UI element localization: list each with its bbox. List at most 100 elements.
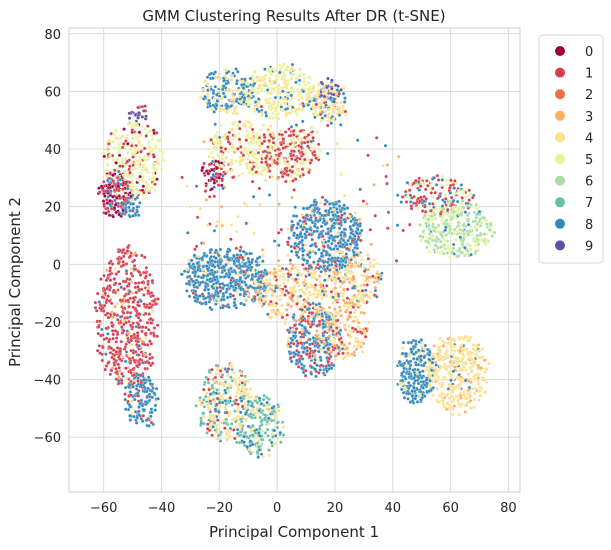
data-point-cluster-0 <box>101 199 106 203</box>
data-point-cluster-5 <box>277 63 282 68</box>
data-point-cluster-4 <box>325 93 329 97</box>
data-point-cluster-8 <box>273 95 278 100</box>
data-point-cluster-1 <box>126 399 130 404</box>
data-point-cluster-3 <box>277 202 281 206</box>
data-point-cluster-8 <box>140 403 145 408</box>
data-point-cluster-5 <box>453 238 458 242</box>
data-point-cluster-4 <box>320 99 324 104</box>
data-point-cluster-8 <box>200 256 205 261</box>
data-point-cluster-1 <box>279 227 284 232</box>
data-point-cluster-4 <box>285 301 290 306</box>
data-point-cluster-4 <box>121 134 125 138</box>
data-point-cluster-8 <box>318 355 323 360</box>
data-point-cluster-1 <box>311 136 315 140</box>
data-point-cluster-5 <box>469 225 473 229</box>
data-point-cluster-8 <box>234 81 239 86</box>
data-point-cluster-8 <box>220 400 225 405</box>
data-point-cluster-1 <box>300 167 305 172</box>
data-point-cluster-1 <box>139 350 144 354</box>
data-point-cluster-1 <box>193 247 197 252</box>
data-point-cluster-4 <box>344 113 348 117</box>
data-point-cluster-8 <box>116 379 121 383</box>
data-point-cluster-4 <box>316 289 321 293</box>
data-point-cluster-1 <box>226 140 231 144</box>
data-point-cluster-8 <box>225 295 230 300</box>
data-point-cluster-4 <box>243 387 248 391</box>
data-point-cluster-6 <box>438 239 443 244</box>
data-point-cluster-4 <box>211 413 215 418</box>
data-point-cluster-4 <box>273 416 277 421</box>
data-point-cluster-5 <box>260 87 264 91</box>
data-point-cluster-1 <box>460 196 464 200</box>
data-point-cluster-1 <box>129 323 133 328</box>
data-point-cluster-8 <box>274 286 278 290</box>
data-point-cluster-1 <box>319 363 324 368</box>
data-point-cluster-4 <box>216 381 220 386</box>
data-point-cluster-8 <box>295 273 300 277</box>
data-point-cluster-1 <box>194 244 199 249</box>
data-point-cluster-4 <box>437 394 442 398</box>
data-point-cluster-6 <box>436 246 440 250</box>
data-point-cluster-1 <box>239 145 243 149</box>
data-point-cluster-8 <box>154 386 159 391</box>
data-point-cluster-4 <box>230 89 235 93</box>
data-point-cluster-6 <box>474 249 478 253</box>
data-point-cluster-4 <box>339 172 343 177</box>
data-point-cluster-4 <box>443 367 448 371</box>
data-point-cluster-8 <box>221 173 225 178</box>
data-point-cluster-4 <box>341 357 345 361</box>
data-point-cluster-1 <box>301 315 305 319</box>
data-point-cluster-8 <box>267 193 272 197</box>
data-point-cluster-1 <box>109 346 113 350</box>
data-point-cluster-4 <box>464 348 469 353</box>
data-point-cluster-8 <box>136 376 140 380</box>
data-point-cluster-4 <box>264 407 269 411</box>
data-point-cluster-4 <box>353 315 358 319</box>
data-point-cluster-4 <box>256 101 261 106</box>
data-point-cluster-4 <box>261 454 265 459</box>
data-point-cluster-8 <box>232 300 237 305</box>
data-point-cluster-4 <box>268 124 273 128</box>
data-point-cluster-8 <box>355 246 359 251</box>
data-point-cluster-8 <box>127 205 131 210</box>
data-point-cluster-1 <box>142 342 147 347</box>
data-point-cluster-8 <box>310 220 315 225</box>
data-point-cluster-1 <box>127 282 131 286</box>
data-point-cluster-4 <box>268 278 272 282</box>
data-point-cluster-4 <box>223 405 228 410</box>
data-point-cluster-4 <box>313 270 317 274</box>
data-point-cluster-4 <box>294 266 298 270</box>
data-point-cluster-6 <box>436 223 441 228</box>
data-point-cluster-1 <box>228 396 233 400</box>
data-point-cluster-1 <box>212 194 216 199</box>
data-point-cluster-1 <box>408 193 413 198</box>
data-point-cluster-8 <box>182 269 187 273</box>
data-point-cluster-0 <box>138 174 142 179</box>
data-point-cluster-1 <box>229 237 233 241</box>
data-point-cluster-4 <box>341 86 346 91</box>
data-point-cluster-5 <box>439 183 443 188</box>
data-point-cluster-3 <box>458 349 462 353</box>
data-point-cluster-1 <box>124 342 128 347</box>
data-point-cluster-8 <box>142 408 146 412</box>
data-point-cluster-1 <box>117 366 121 370</box>
data-point-cluster-5 <box>285 93 290 98</box>
data-point-cluster-8 <box>212 229 217 233</box>
data-point-cluster-5 <box>160 156 164 160</box>
data-point-cluster-3 <box>327 305 332 310</box>
data-point-cluster-8 <box>327 202 332 206</box>
data-point-cluster-4 <box>245 204 249 208</box>
data-point-cluster-4 <box>296 98 301 102</box>
data-point-cluster-8 <box>212 294 216 298</box>
data-point-cluster-1 <box>361 199 366 203</box>
data-point-cluster-3 <box>295 280 300 285</box>
data-point-cluster-8 <box>328 246 332 250</box>
data-point-cluster-8 <box>320 318 325 322</box>
data-point-cluster-8 <box>222 268 227 273</box>
data-point-cluster-1 <box>149 420 154 425</box>
data-point-cluster-4 <box>464 403 468 407</box>
data-point-cluster-4 <box>208 415 212 420</box>
data-point-cluster-8 <box>477 209 482 214</box>
data-point-cluster-8 <box>249 265 254 270</box>
data-point-cluster-0 <box>114 161 118 165</box>
